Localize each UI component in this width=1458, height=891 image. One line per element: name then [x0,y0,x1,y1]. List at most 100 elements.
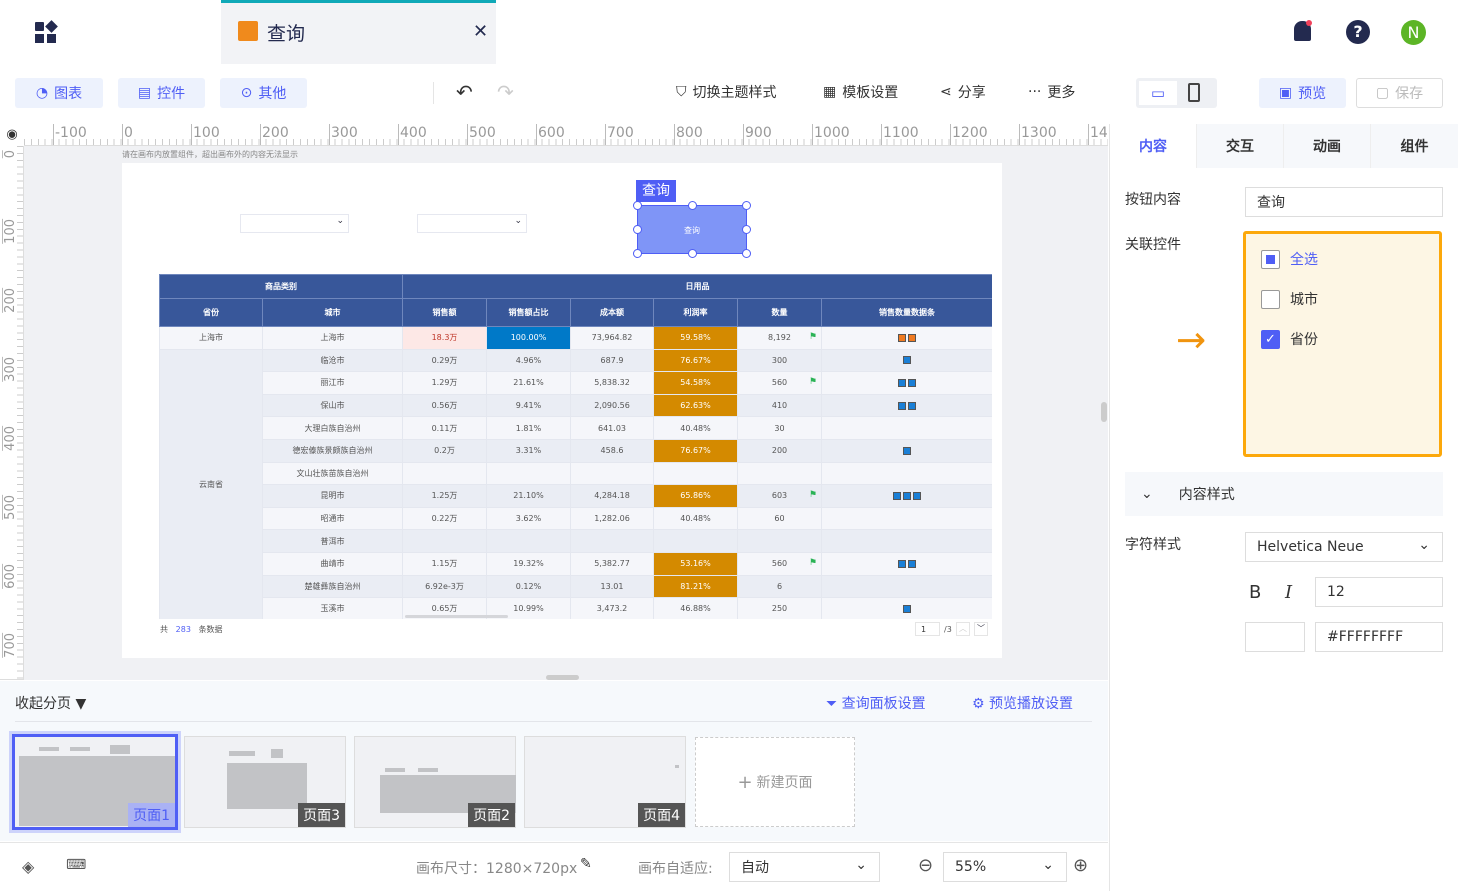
column-header[interactable]: 省份 [159,298,263,327]
column-header[interactable]: 城市 [262,298,403,327]
page-thumb-3[interactable]: 页面3 [184,736,346,828]
collapse-pages-button[interactable]: 收起分页 ▼ [15,693,86,713]
zoom-out-icon[interactable]: ⊖ [918,855,934,876]
province-checkbox[interactable]: ✓ [1261,329,1280,349]
control-button[interactable]: ▤ 控件 [118,78,205,108]
zoom-select[interactable]: 55% ⌄ [943,852,1067,882]
select-all-checkbox[interactable] [1261,249,1280,269]
column-header[interactable]: 销售额 [402,298,487,327]
color-swatch[interactable] [1245,622,1305,652]
count-value: 283 [175,625,191,634]
cell-data-bar [820,326,992,350]
cell-share [486,461,571,486]
page-thumb-2[interactable]: 页面2 [354,736,516,828]
switch-theme-button[interactable]: ⛉ 切换主题样式 [676,82,777,102]
cell-cost: 5,838.32 [570,371,654,395]
adapt-select[interactable]: 自动 ⌄ [729,852,880,882]
column-header[interactable]: 成本额 [570,298,654,327]
shirt-icon: ⛉ [676,84,687,100]
italic-button[interactable]: I [1285,582,1293,603]
font-size-input[interactable]: 12 [1315,577,1443,607]
table-scrollbar[interactable] [405,615,508,618]
column-header[interactable]: 销售数量数据条 [820,298,992,327]
dashboard-icon [238,21,258,41]
next-page-button[interactable]: ﹀ [974,622,988,636]
switch-theme-label: 切换主题样式 [692,85,777,101]
qty-value: 200 [771,446,788,456]
cell-cost: 1,282.06 [570,506,654,531]
tab-component[interactable]: 组件 [1371,124,1458,168]
city-checkbox[interactable] [1261,289,1280,309]
tab-query[interactable]: 查询 ✕ [221,0,496,64]
close-tab-icon[interactable]: ✕ [473,21,489,42]
cell-margin: 76.67% [653,438,738,463]
tab-interaction[interactable]: 交互 [1197,124,1284,168]
page-thumb-4[interactable]: 页面4 [524,736,686,828]
column-header[interactable]: 销售额占比 [486,298,571,327]
column-header[interactable]: 利润率 [653,298,738,327]
mobile-icon[interactable] [1188,83,1200,102]
bell-icon[interactable] [1294,20,1312,41]
bold-button[interactable]: B [1249,582,1262,603]
color-hex-input[interactable]: #FFFFFFFF [1315,622,1443,652]
help-icon[interactable]: ? [1346,20,1370,44]
data-bar-square [908,401,917,410]
chart-button[interactable]: ◔ 图表 [15,78,103,108]
content-style-section[interactable]: ⌄ 内容样式 [1125,472,1443,516]
other-button[interactable]: ⊙ 其他 [220,78,307,108]
table-row: 曲靖市 1.15万 19.32% 5,382.77 53.16% 560 ⚑ [160,551,992,576]
query-panel-settings[interactable]: ⏷ 查询面板设置 [826,693,926,713]
vertical-scroll-handle[interactable] [1101,402,1107,422]
desktop-icon[interactable]: ▭ [1139,81,1177,105]
layers-icon[interactable]: ◈ [22,857,35,876]
cell-sales: 1.25万 [402,484,487,508]
cell-data-bar [820,348,992,373]
flag-icon: ⚑ [808,557,817,568]
redo-icon[interactable]: ↷ [497,80,514,104]
new-page-button[interactable]: + 新建页面 [695,737,855,827]
query-button-component[interactable]: 查询 [633,201,751,258]
tab-content[interactable]: 内容 [1110,124,1197,168]
share-button[interactable]: ⋖ 分享 [940,82,986,102]
filter-icon: ⏷ [826,696,838,712]
column-header[interactable]: 数量 [737,298,822,327]
apps-icon[interactable] [35,20,58,44]
adapt-label: 画布自适应: [638,861,713,877]
horizontal-scroll-handle[interactable] [546,675,579,680]
province-option[interactable]: ✓ 省份 [1261,329,1318,349]
cell-city: 普洱市 [262,529,403,553]
select-all-option[interactable]: 全选 [1261,249,1318,269]
preview-play-settings[interactable]: ⚙ 预览播放设置 [972,693,1073,713]
visibility-icon[interactable]: ◉ [0,124,24,146]
button-content-input[interactable]: 查询 [1245,187,1443,217]
avatar[interactable]: N [1401,20,1426,45]
zoom-in-icon[interactable]: ⊕ [1073,855,1089,876]
preview-button[interactable]: ▣ 预览 [1259,78,1346,108]
data-bar-square [908,559,917,568]
prev-page-button[interactable]: ︿ [956,622,970,636]
table-row: 玉溪市 0.65万 10.99% 3,473.2 46.88% 250 [160,597,992,619]
font-family-select[interactable]: Helvetica Neue ⌄ [1245,532,1443,562]
qty-value: 560 [771,559,788,569]
filter-dropdown-2[interactable]: ⌄ [417,214,527,233]
table-row: 德宏傣族景颇族自治州 0.2万 3.31% 458.6 76.67% 200 [160,438,992,463]
ruler-tick: 0 [122,124,133,145]
new-page-label: 新建页面 [756,775,813,791]
page-label: 页面4 [638,803,685,827]
save-button[interactable]: ▢ 保存 [1356,78,1443,108]
template-settings-button[interactable]: ▦ 模板设置 [823,82,898,102]
page-thumb-1[interactable]: 页面1 [9,731,181,833]
cell-province: 云南省 [159,348,263,619]
undo-icon[interactable]: ↶ [456,80,473,104]
keyboard-icon[interactable]: ⌨ [66,857,87,873]
tab-animation[interactable]: 动画 [1284,124,1371,168]
control-label: 控件 [157,86,186,102]
more-button[interactable]: ··· 更多 [1028,82,1075,102]
page-input[interactable]: 1 [915,622,940,636]
edit-icon[interactable]: ✎ [580,856,592,872]
flag-icon: ⚑ [808,377,817,388]
ruler-tick: 700 [2,633,18,658]
ruler-tick: 500 [2,495,18,520]
filter-dropdown-1[interactable]: ⌄ [240,214,349,233]
city-option[interactable]: 城市 [1261,289,1318,309]
